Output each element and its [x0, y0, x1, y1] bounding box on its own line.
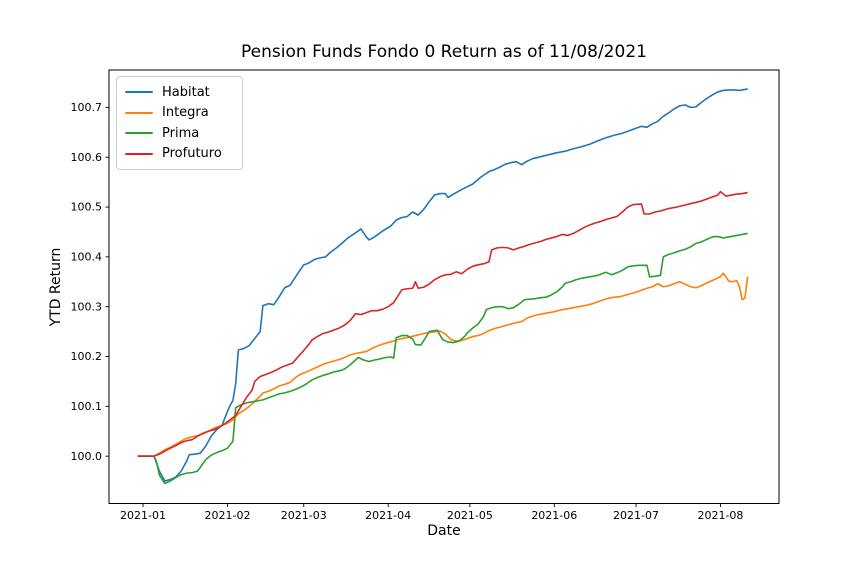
y-tick-label: 100.7: [71, 101, 103, 114]
y-axis-label: YTD Return: [48, 247, 64, 327]
legend-label: Integra: [162, 105, 209, 121]
legend-label: Habitat: [162, 84, 210, 100]
legend-item-integra: Integra: [125, 103, 232, 124]
legend-line-swatch: [125, 111, 153, 114]
legend-item-habitat: Habitat: [125, 82, 232, 103]
series-line-profuturo: [137, 190, 748, 457]
chart-title: Pension Funds Fondo 0 Return as of 11/08…: [241, 42, 647, 62]
x-tick-label: 2021-02: [204, 509, 250, 522]
x-tick-label: 2021-04: [365, 509, 411, 522]
y-tick-label: 100.6: [71, 151, 103, 164]
legend-line-swatch: [125, 91, 153, 94]
y-tick-label: 100.2: [71, 350, 103, 363]
y-tick-label: 100.1: [71, 400, 103, 413]
x-axis-label: Date: [427, 523, 461, 539]
series-line-prima: [137, 232, 748, 485]
y-tick-label: 100.5: [71, 201, 103, 214]
legend-item-profuturo: Profuturo: [125, 144, 232, 165]
x-tick-label: 2021-07: [613, 509, 659, 522]
y-tick-label: 100.3: [71, 300, 103, 313]
legend: Habitat Integra Prima Profuturo: [116, 76, 243, 170]
x-tick-label: 2021-05: [447, 509, 493, 522]
y-tick-label: 100.0: [71, 450, 103, 463]
x-tick-label: 2021-08: [697, 509, 743, 522]
series-line-integra: [137, 272, 749, 457]
x-tick-label: 2021-06: [531, 509, 577, 522]
series-line-habitat: [137, 88, 748, 482]
y-tick-label: 100.4: [71, 251, 103, 264]
legend-line-swatch: [125, 152, 153, 155]
x-tick-label: 2021-03: [281, 509, 327, 522]
legend-item-prima: Prima: [125, 123, 232, 144]
legend-label: Profuturo: [162, 146, 222, 162]
legend-line-swatch: [125, 132, 153, 135]
plot-frame: [108, 69, 780, 504]
x-tick-label: 2021-01: [120, 509, 166, 522]
legend-label: Prima: [162, 125, 200, 141]
